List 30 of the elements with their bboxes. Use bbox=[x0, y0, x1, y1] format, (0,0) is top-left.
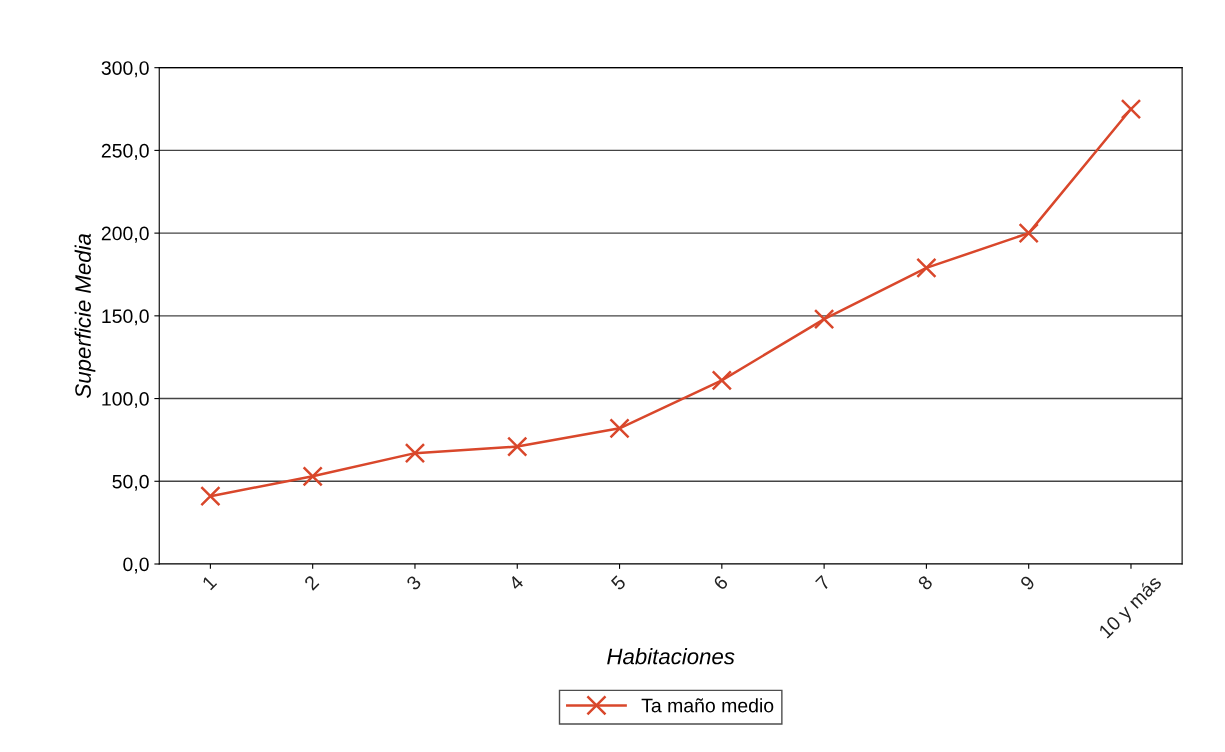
point bbox=[302, 466, 323, 487]
point bbox=[813, 308, 835, 330]
x-tick-label: 7 bbox=[815, 574, 831, 591]
y-tick-label: 200,0 bbox=[101, 226, 149, 243]
x-tick-label: 9 bbox=[1019, 574, 1036, 591]
x-tick-label: 3 bbox=[405, 574, 422, 591]
point bbox=[609, 418, 630, 439]
legend-label: Ta maño medio bbox=[641, 698, 774, 713]
y-tick-label: 0,0 bbox=[123, 557, 149, 574]
y-tick-label: 100,0 bbox=[102, 392, 149, 409]
x-tick-label: 6 bbox=[712, 574, 729, 591]
point bbox=[711, 370, 733, 391]
y-axis-title: Superficie Media bbox=[74, 233, 96, 398]
x-tick-label: 2 bbox=[303, 574, 320, 591]
point bbox=[404, 442, 426, 464]
x-tick-label: 1 bbox=[201, 574, 218, 591]
point bbox=[200, 485, 221, 507]
point bbox=[506, 436, 528, 457]
y-tick-label: 50,0 bbox=[112, 474, 149, 491]
point bbox=[1120, 98, 1142, 120]
x-tick-label: 10 y más bbox=[1097, 574, 1165, 642]
point bbox=[1018, 222, 1039, 244]
x-tick-label: 8 bbox=[917, 574, 934, 591]
x-tick-label: 5 bbox=[610, 574, 627, 591]
y-tick-label: 150,0 bbox=[102, 309, 149, 326]
x-axis-title: Habitaciones bbox=[607, 648, 735, 665]
y-tick-label: 300,0 bbox=[101, 61, 149, 78]
x-tick-label: 4 bbox=[507, 574, 525, 592]
point bbox=[916, 257, 937, 279]
y-tick-label: 250,0 bbox=[101, 143, 149, 160]
